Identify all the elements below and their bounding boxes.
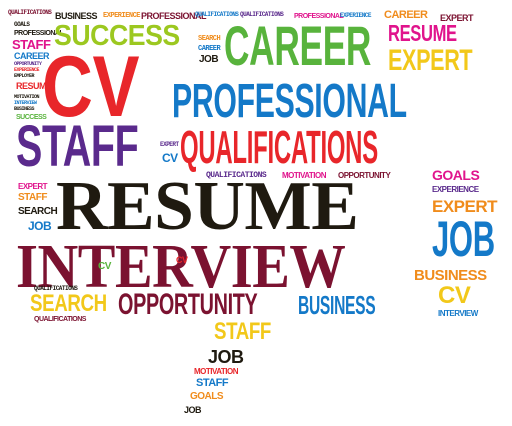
word-expert-mid: EXPERT — [160, 141, 179, 148]
word-business-tl: BUSINESS — [55, 11, 98, 21]
word-experience-right: EXPERIENCE — [432, 185, 479, 194]
word-expert-top: EXPERT — [388, 44, 473, 77]
word-job-left: JOB — [28, 219, 52, 233]
word-cv-big: CV — [42, 39, 140, 135]
word-cv-mid: CV — [162, 151, 178, 165]
word-qualifications-tl: QUALIFICATIONS — [8, 9, 52, 16]
word-opportunity-mid: OPPORTUNITY — [118, 288, 258, 321]
word-resume-l: RESUME — [16, 81, 52, 91]
word-business-l: BUSINESS — [14, 106, 35, 112]
word-job-right: JOB — [432, 211, 495, 267]
word-staff-left: STAFF — [18, 192, 47, 203]
word-motivation-lower: MOTIVATION — [194, 367, 239, 376]
word-qualifications-strip: QUALIFICATIONS — [206, 171, 267, 180]
word-business-right: BUSINESS — [414, 267, 487, 284]
word-motivation-strip: MOTIVATION — [282, 171, 327, 180]
word-qualifications-big: QUALIFICATIONS — [180, 121, 378, 173]
word-expert-top2: EXPERT — [440, 13, 474, 23]
word-career-big: CAREER — [224, 14, 372, 77]
word-staff-l: STAFF — [12, 37, 51, 52]
word-search-left2: SEARCH — [18, 206, 58, 217]
word-job-tail: JOB — [184, 405, 202, 415]
word-goals-tail: GOALS — [190, 391, 224, 402]
word-search-top: SEARCH — [198, 35, 221, 43]
word-cv-mid2: CV — [176, 255, 188, 265]
word-experience-tl2: EXPERIENCE — [340, 12, 372, 19]
word-career-l: CAREER — [14, 51, 50, 61]
word-qualifications-low: QUALIFICATIONS — [34, 285, 78, 292]
word-success: SUCCESS — [54, 20, 180, 52]
word-job-lower: JOB — [208, 347, 244, 367]
word-expert-left: EXPERT — [18, 182, 48, 191]
word-professional-big: PROFESSIONAL — [172, 75, 407, 128]
word-goals-tl: GOALS — [14, 21, 30, 28]
word-job-top: JOB — [199, 54, 219, 65]
word-experience-tl: EXPERIENCE — [103, 12, 141, 20]
word-staff-tail: STAFF — [196, 377, 229, 389]
word-interview-l: INTERVIEW — [14, 100, 37, 106]
word-expert-right: EXPERT — [432, 197, 498, 216]
word-resume-top: RESUME — [388, 20, 457, 46]
word-staff-big: STAFF — [16, 114, 139, 179]
word-goals-right: GOALS — [432, 167, 480, 183]
word-professional-tl: PROFESSIONAL — [141, 11, 207, 21]
word-resume-big: RESUME — [56, 168, 359, 245]
word-qualifications-tl2: QUALIFICATIONS — [195, 11, 239, 18]
word-career-top: CAREER — [384, 9, 428, 21]
word-opportunity-strip: OPPORTUNITY — [338, 171, 391, 180]
word-qualifications-tl3: QUALIFICATIONS — [240, 11, 284, 18]
word-success-l: SUCCESS — [16, 114, 47, 121]
word-interview-right: INTERVIEW — [438, 309, 478, 318]
word-cv-small: CV — [98, 261, 111, 272]
word-professional-tl2: PROFESSIONAL — [294, 13, 344, 20]
word-cv-right: CV — [438, 282, 471, 309]
word-professional-l: PROFESSIONAL — [14, 30, 64, 37]
word-opportunity-l: OPPORTUNITY — [14, 61, 42, 67]
word-motivation-l: MOTIVATION — [14, 94, 40, 100]
word-qualifications-left: QUALIFICATIONS — [34, 316, 86, 323]
word-employer-l: EMPLOYER — [14, 73, 35, 79]
word-business-mid: BUSINESS — [298, 290, 376, 320]
word-search-left: SEARCH — [30, 290, 107, 317]
word-staff-lower: STAFF — [214, 318, 271, 345]
word-interview-big: INTERVIEW — [16, 233, 346, 301]
word-experience-l: EXPERIENCE — [14, 67, 40, 73]
word-career-top2: CAREER — [198, 45, 221, 53]
